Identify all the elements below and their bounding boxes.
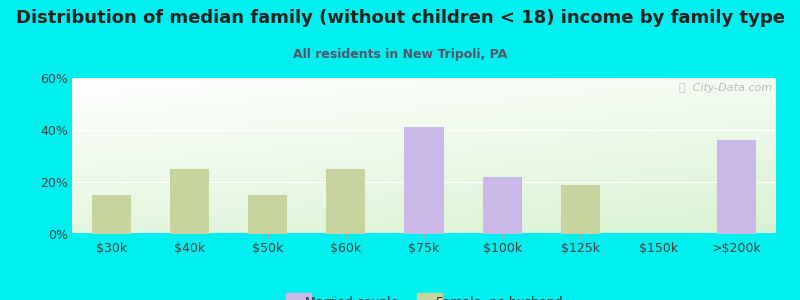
Text: ⓘ  City-Data.com: ⓘ City-Data.com — [679, 83, 773, 93]
Bar — [482, 177, 522, 234]
Bar — [326, 169, 366, 234]
Bar — [561, 184, 600, 234]
Text: Distribution of median family (without children < 18) income by family type: Distribution of median family (without c… — [15, 9, 785, 27]
Bar — [248, 195, 287, 234]
Bar — [170, 169, 209, 234]
Text: All residents in New Tripoli, PA: All residents in New Tripoli, PA — [293, 48, 507, 61]
Bar — [718, 140, 757, 234]
Bar — [405, 128, 443, 234]
Bar — [91, 195, 130, 234]
Legend: Married couple, Female, no husband: Married couple, Female, no husband — [286, 296, 562, 300]
